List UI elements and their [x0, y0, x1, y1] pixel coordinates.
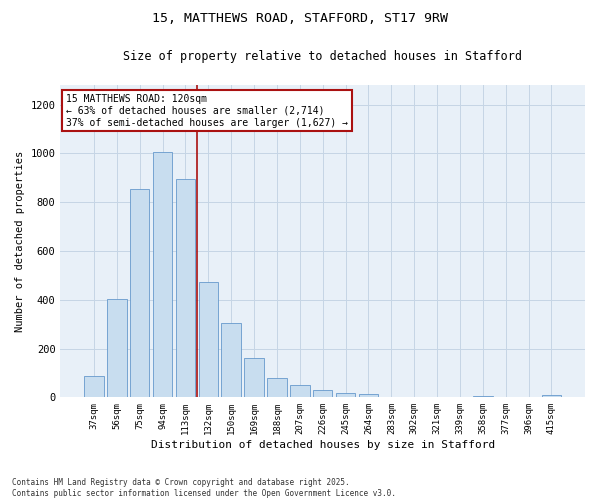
Bar — [267, 378, 287, 398]
Bar — [84, 376, 104, 398]
X-axis label: Distribution of detached houses by size in Stafford: Distribution of detached houses by size … — [151, 440, 495, 450]
Bar — [336, 393, 355, 398]
Bar — [199, 282, 218, 398]
Bar — [359, 394, 378, 398]
Bar — [473, 396, 493, 398]
Bar — [130, 188, 149, 398]
Bar — [107, 299, 127, 398]
Text: Contains HM Land Registry data © Crown copyright and database right 2025.
Contai: Contains HM Land Registry data © Crown c… — [12, 478, 396, 498]
Title: Size of property relative to detached houses in Stafford: Size of property relative to detached ho… — [123, 50, 522, 63]
Bar — [290, 384, 310, 398]
Bar — [244, 358, 264, 398]
Bar — [313, 390, 332, 398]
Text: 15 MATTHEWS ROAD: 120sqm
← 63% of detached houses are smaller (2,714)
37% of sem: 15 MATTHEWS ROAD: 120sqm ← 63% of detach… — [65, 94, 347, 128]
Bar — [153, 152, 172, 398]
Bar — [542, 396, 561, 398]
Y-axis label: Number of detached properties: Number of detached properties — [15, 150, 25, 332]
Bar — [221, 323, 241, 398]
Bar — [176, 180, 195, 398]
Text: 15, MATTHEWS ROAD, STAFFORD, ST17 9RW: 15, MATTHEWS ROAD, STAFFORD, ST17 9RW — [152, 12, 448, 26]
